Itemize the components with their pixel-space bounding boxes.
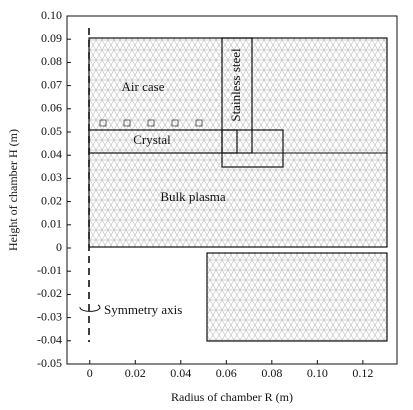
probes — [99, 119, 203, 127]
y-tick-label: 0.04 — [41, 147, 62, 161]
x-tick-label: 0.12 — [352, 366, 373, 380]
y-tick-label: -0.02 — [37, 286, 62, 300]
x-axis-label: Radius of chamber R (m) — [171, 390, 293, 404]
y-tick-label: 0.10 — [41, 8, 62, 22]
annotation: Symmetry axis — [104, 302, 182, 317]
annotation: Air case — [122, 79, 165, 94]
y-tick-label: -0.01 — [37, 263, 62, 277]
x-tick-label: 0.02 — [125, 366, 146, 380]
y-tick-label: -0.04 — [37, 333, 62, 347]
annotation: Stainless steel — [228, 48, 243, 122]
y-tick-label: 0.08 — [41, 54, 62, 68]
x-tick-label: 0 — [87, 366, 93, 380]
y-tick-label: 0 — [56, 240, 62, 254]
y-tick-label: 0.01 — [41, 217, 62, 231]
x-tick-label: 0.08 — [261, 366, 282, 380]
y-tick-label: 0.09 — [41, 31, 62, 45]
x-tick-label: 0.10 — [307, 366, 328, 380]
x-tick-label: 0.04 — [170, 366, 191, 380]
lower-domain — [206, 252, 388, 342]
upper-domain — [88, 37, 388, 248]
y-tick-label: -0.03 — [37, 309, 62, 323]
y-axis-label: Height of chamber H (m) — [6, 129, 20, 251]
rotation-arrow — [79, 304, 101, 312]
y-tick-label: 0.07 — [41, 77, 62, 91]
annotation: Crystal — [133, 132, 171, 147]
y-tick-label: -0.05 — [37, 356, 62, 370]
x-tick-label: 0.06 — [216, 366, 237, 380]
y-tick-label: 0.06 — [41, 101, 62, 115]
annotation: Bulk plasma — [160, 189, 226, 204]
y-tick-label: 0.03 — [41, 170, 62, 184]
step-region — [221, 129, 284, 168]
y-tick-label: 0.02 — [41, 193, 62, 207]
y-tick-label: 0.05 — [41, 124, 62, 138]
